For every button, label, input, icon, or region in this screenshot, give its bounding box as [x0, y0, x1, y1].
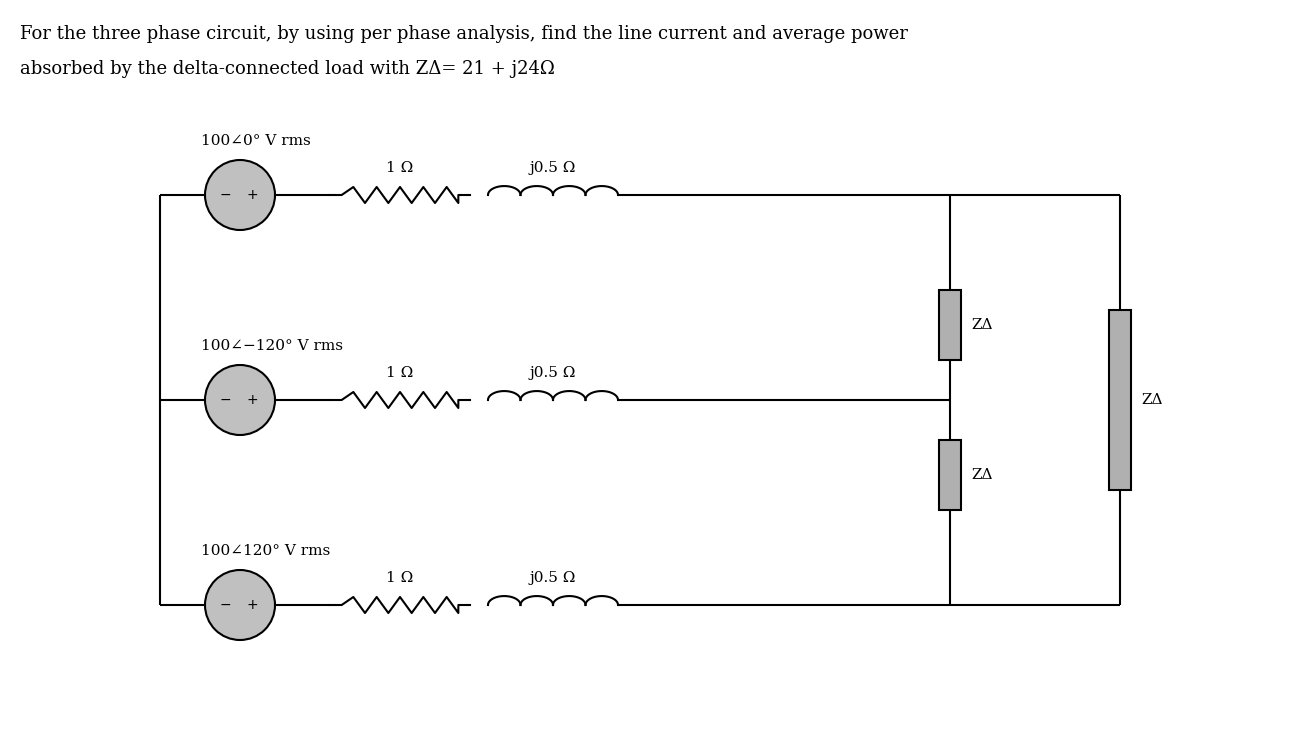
Text: +: +: [247, 598, 258, 612]
Text: For the three phase circuit, by using per phase analysis, find the line current : For the three phase circuit, by using pe…: [20, 25, 908, 43]
Bar: [940, 290, 960, 360]
Text: 100∠120° V rms: 100∠120° V rms: [201, 544, 330, 558]
Text: 100∠−120° V rms: 100∠−120° V rms: [201, 339, 343, 353]
Text: −: −: [219, 393, 231, 407]
Text: j0.5 Ω: j0.5 Ω: [530, 571, 577, 585]
Text: absorbed by the delta-connected load with ZΔ= 21 + j24Ω: absorbed by the delta-connected load wit…: [20, 60, 555, 78]
Text: 1 Ω: 1 Ω: [386, 161, 414, 175]
Text: 1 Ω: 1 Ω: [386, 571, 414, 585]
Text: j0.5 Ω: j0.5 Ω: [530, 161, 577, 175]
Text: ZΔ: ZΔ: [971, 468, 993, 482]
Bar: [1109, 310, 1131, 490]
Text: +: +: [247, 188, 258, 202]
Bar: [940, 440, 960, 510]
Text: −: −: [219, 188, 231, 202]
Circle shape: [205, 365, 275, 435]
Text: 100∠0° V rms: 100∠0° V rms: [201, 134, 312, 148]
Circle shape: [205, 160, 275, 230]
Circle shape: [205, 570, 275, 640]
Text: 1 Ω: 1 Ω: [386, 366, 414, 380]
Text: j0.5 Ω: j0.5 Ω: [530, 366, 577, 380]
Text: ZΔ: ZΔ: [971, 318, 993, 332]
Text: −: −: [219, 598, 231, 612]
Text: +: +: [247, 393, 258, 407]
Text: ZΔ: ZΔ: [1141, 393, 1163, 407]
